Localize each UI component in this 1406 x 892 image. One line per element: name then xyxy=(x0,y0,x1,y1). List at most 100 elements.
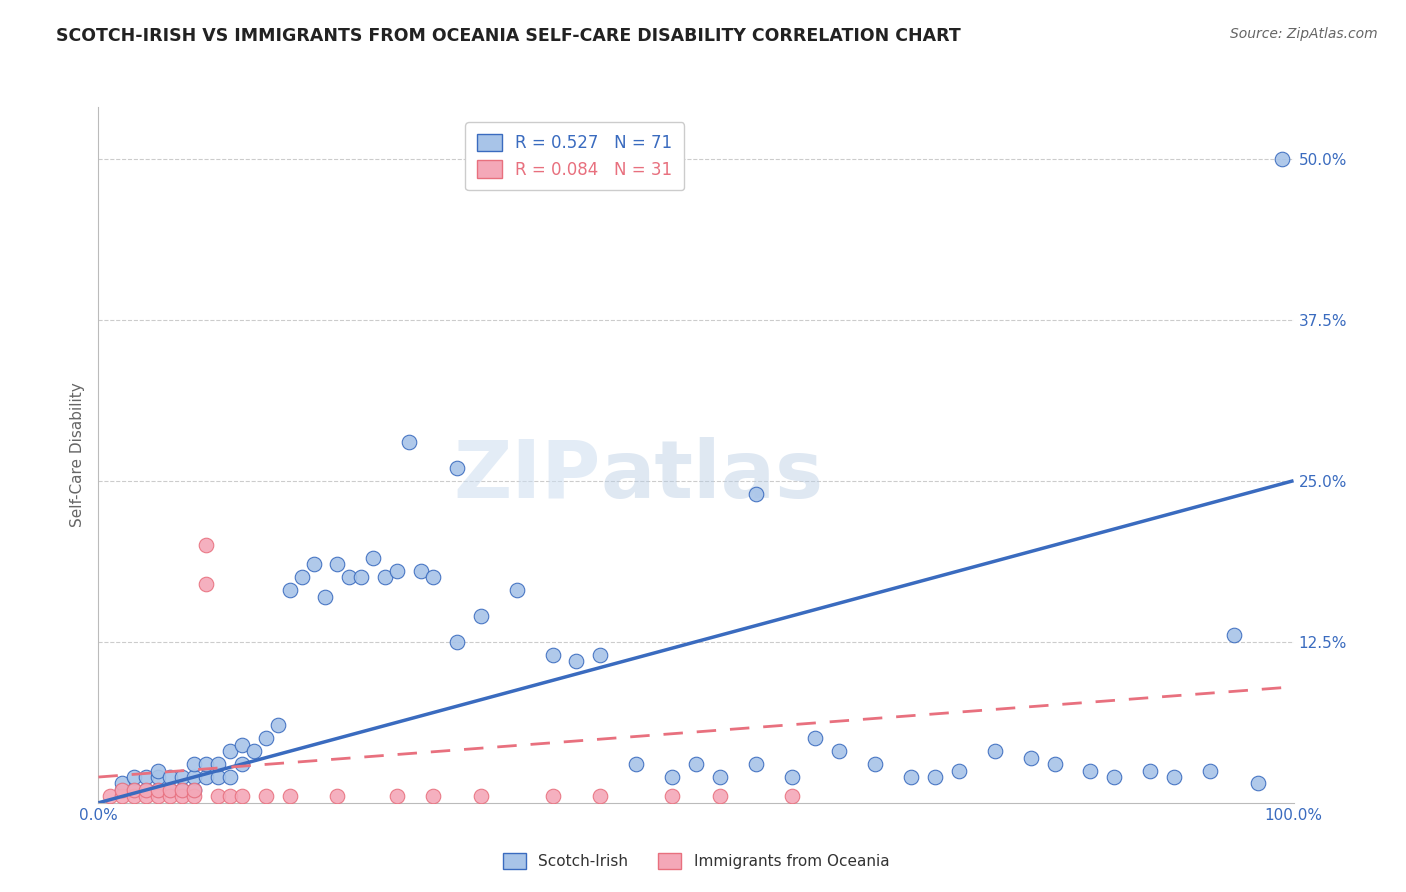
Point xyxy=(661,789,683,804)
Point xyxy=(254,731,277,746)
Point xyxy=(1163,770,1185,784)
Point xyxy=(172,789,194,804)
Point xyxy=(194,770,217,784)
Point xyxy=(470,789,492,804)
Point xyxy=(315,590,337,604)
Point xyxy=(111,776,134,790)
Point xyxy=(135,770,157,784)
Point xyxy=(231,757,253,772)
Point xyxy=(159,783,181,797)
Point xyxy=(1102,770,1125,784)
Point xyxy=(924,770,946,784)
Point xyxy=(863,757,886,772)
Point xyxy=(159,770,181,784)
Point xyxy=(207,757,229,772)
Point xyxy=(411,564,433,578)
Point xyxy=(278,583,301,598)
Point xyxy=(148,764,170,778)
Point xyxy=(207,789,229,804)
Point xyxy=(172,770,194,784)
Point xyxy=(446,460,468,475)
Point xyxy=(267,718,290,732)
Point xyxy=(398,435,420,450)
Point xyxy=(1246,776,1268,790)
Point xyxy=(124,783,146,797)
Point xyxy=(350,570,373,584)
Point xyxy=(565,654,588,668)
Point xyxy=(135,783,157,797)
Point xyxy=(148,783,170,797)
Point xyxy=(148,783,170,797)
Point xyxy=(828,744,851,758)
Point xyxy=(374,570,396,584)
Point xyxy=(1080,764,1102,778)
Point xyxy=(183,757,205,772)
Point xyxy=(231,738,253,752)
Point xyxy=(183,783,205,797)
Point xyxy=(337,570,360,584)
Point xyxy=(124,770,146,784)
Point xyxy=(98,789,122,804)
Point xyxy=(111,783,134,797)
Point xyxy=(804,731,827,746)
Text: ZIP: ZIP xyxy=(453,437,600,515)
Point xyxy=(254,789,277,804)
Point xyxy=(589,648,612,662)
Point xyxy=(1019,750,1042,764)
Point xyxy=(422,789,444,804)
Point xyxy=(194,757,217,772)
Point xyxy=(541,789,564,804)
Point xyxy=(363,551,385,566)
Point xyxy=(135,789,157,804)
Text: SCOTCH-IRISH VS IMMIGRANTS FROM OCEANIA SELF-CARE DISABILITY CORRELATION CHART: SCOTCH-IRISH VS IMMIGRANTS FROM OCEANIA … xyxy=(56,27,960,45)
Point xyxy=(745,486,768,500)
Point xyxy=(135,783,157,797)
Point xyxy=(207,770,229,784)
Point xyxy=(1271,152,1294,166)
Point xyxy=(685,757,707,772)
Point xyxy=(624,757,647,772)
Point xyxy=(506,583,529,598)
Point xyxy=(446,634,468,648)
Point xyxy=(541,648,564,662)
Y-axis label: Self-Care Disability: Self-Care Disability xyxy=(69,383,84,527)
Point xyxy=(385,564,409,578)
Point xyxy=(983,744,1005,758)
Point xyxy=(326,789,349,804)
Point xyxy=(231,789,253,804)
Point xyxy=(219,744,242,758)
Point xyxy=(422,570,444,584)
Point xyxy=(243,744,266,758)
Point xyxy=(172,783,194,797)
Point xyxy=(589,789,612,804)
Point xyxy=(219,789,242,804)
Point xyxy=(1043,757,1066,772)
Point xyxy=(194,576,217,591)
Point xyxy=(661,770,683,784)
Point xyxy=(948,764,970,778)
Text: atlas: atlas xyxy=(600,437,824,515)
Point xyxy=(290,570,312,584)
Point xyxy=(194,538,217,552)
Point xyxy=(148,789,170,804)
Point xyxy=(1198,764,1220,778)
Point xyxy=(124,789,146,804)
Point xyxy=(385,789,409,804)
Point xyxy=(780,789,803,804)
Point xyxy=(219,770,242,784)
Point xyxy=(183,789,205,804)
Point xyxy=(278,789,301,804)
Point xyxy=(159,783,181,797)
Point xyxy=(709,789,731,804)
Point xyxy=(302,558,325,572)
Point xyxy=(183,783,205,797)
Point xyxy=(1222,628,1246,642)
Point xyxy=(1139,764,1161,778)
Point xyxy=(159,789,181,804)
Point xyxy=(148,770,170,784)
Point xyxy=(111,783,134,797)
Point xyxy=(111,789,134,804)
Point xyxy=(470,609,492,624)
Point xyxy=(124,783,146,797)
Point xyxy=(900,770,922,784)
